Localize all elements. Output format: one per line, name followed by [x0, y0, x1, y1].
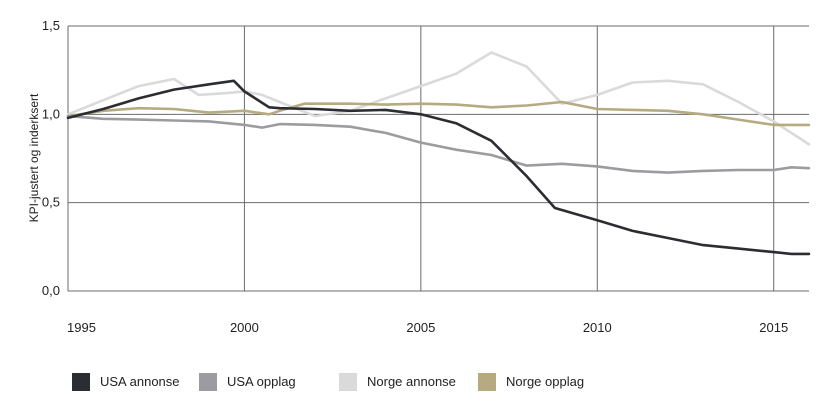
- x-tick-label: 2015: [759, 320, 788, 335]
- series-line-3: [66, 100, 811, 127]
- legend-swatch: [72, 373, 90, 391]
- x-tick-label: 2005: [406, 320, 435, 335]
- x-tick-label: 1995: [67, 320, 96, 335]
- y-axis-label: KPI-justert og inderksert: [27, 93, 41, 222]
- legend-swatch: [478, 373, 496, 391]
- legend-swatch: [339, 373, 357, 391]
- grid: [68, 25, 809, 292]
- y-axis: 0,0 0,5 1,0 1,5: [42, 18, 69, 298]
- y-tick-label: 1,5: [42, 18, 60, 33]
- legend-item: USA opplag: [199, 373, 296, 391]
- x-tick-label: 2000: [230, 320, 259, 335]
- legend-label: Norge annonse: [367, 374, 456, 389]
- legend-item: USA annonse: [72, 373, 180, 391]
- legend-swatch: [199, 373, 217, 391]
- x-axis: 1995 2000 2005 2010 2015: [67, 320, 788, 335]
- x-tick-label: 2010: [583, 320, 612, 335]
- series-line-1: [66, 114, 811, 174]
- legend-item: Norge annonse: [339, 373, 456, 391]
- series-line-0: [66, 79, 811, 256]
- legend: USA annonse USA opplag Norge annonse Norge …: [72, 373, 584, 391]
- legend-label: Norge opplag: [506, 374, 584, 389]
- series-line-2: [66, 51, 811, 146]
- y-tick-label: 0,5: [42, 195, 60, 210]
- legend-item: Norge opplag: [478, 373, 584, 391]
- legend-label: USA opplag: [227, 374, 296, 389]
- y-tick-label: 0,0: [42, 283, 60, 298]
- series-lines: [66, 51, 811, 256]
- legend-label: USA annonse: [100, 374, 180, 389]
- y-tick-label: 1,0: [42, 106, 60, 121]
